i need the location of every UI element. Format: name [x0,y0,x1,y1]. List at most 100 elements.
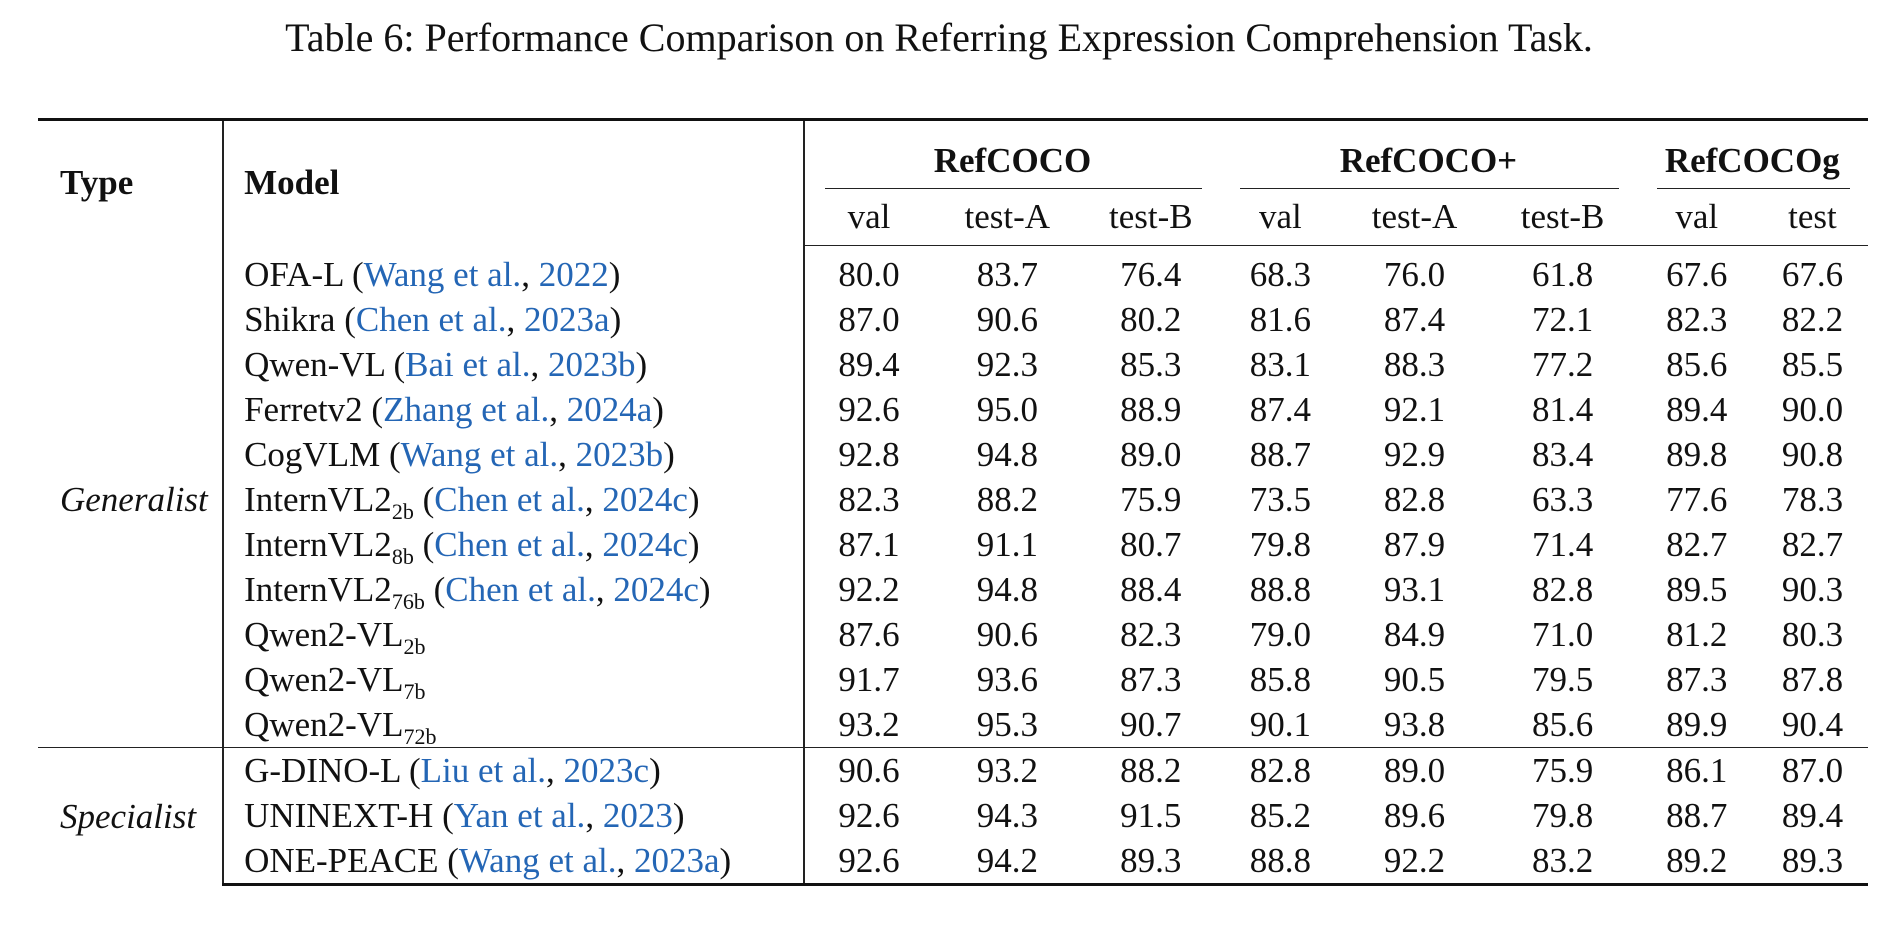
header-row-splits: val test-A test-B val test-A test-B val … [38,189,1868,246]
score-cell: 89.5 [1666,570,1728,609]
split-header: test [1756,189,1868,246]
citation-year: 2023b [547,345,636,384]
score-cell: 88.3 [1383,345,1446,384]
score-cell: 82.8 [1383,480,1446,519]
table-row: Qwen-VL (Bai et al., 2023b) 89.4 92.3 85.3 8… [38,342,1868,387]
model-name-text: Ferretv2 [244,390,363,429]
split-header: val [802,189,934,246]
group-header-refcoco-plus: RefCOCO+ [1220,118,1637,190]
table-row: Shikra (Chen et al., 2023a) 87.0 90.6 80.2 8… [38,297,1868,342]
score-cell: 89.4 [802,342,934,387]
score-cell: 75.9 [1488,747,1637,793]
model-name-text: Qwen2-VL [244,705,404,744]
model-size-subscript: 72b [403,724,437,749]
model-header: Model [222,118,804,246]
score-cell: 88.9 [1120,390,1182,429]
score-cell: 90.6 [976,300,1038,339]
model-name: ONE-PEACE (Wang et al., 2023a) [222,838,804,886]
score-cell: 92.3 [976,345,1038,384]
score-cell: 85.6 [1666,345,1728,384]
citation-year: 2023a [524,300,610,339]
model-name: UNINEXT-H (Yan et al., 2023) [222,793,804,838]
model-size-subscript: 7b [403,679,426,704]
score-cell: 88.7 [1249,435,1311,474]
score-cell: 83.1 [1249,345,1311,384]
header-row-groups: Type Model RefCOCO RefCOCO+ RefCOCOg [38,118,1868,246]
score-cell: 91.1 [976,525,1038,564]
score-cell: 92.6 [802,387,934,432]
citation-year: 2024c [602,525,688,564]
score-cell: 88.8 [1220,838,1341,886]
score-cell: 63.3 [1531,480,1594,519]
table-row: Qwen2-VL2b 87.6 90.6 82.3 79.0 84.9 71.0 81.2 80… [38,612,1868,659]
type-label: Generalist [60,479,208,519]
model-name: Qwen2-VL7b [222,657,804,704]
score-cell: 90.3 [1781,570,1844,609]
model-size-subscript: 2b [403,634,426,659]
score-cell: 83.2 [1488,838,1637,886]
model-name: CogVLM (Wang et al., 2023b) [222,432,804,477]
score-cell: 79.5 [1531,660,1594,699]
model-name-text: Shikra [244,300,336,339]
score-cell: 67.6 [1781,255,1844,294]
citation-author: Wang et al. [400,435,559,474]
score-cell: 90.1 [1249,705,1311,744]
score-cell: 92.2 [1340,838,1489,886]
model-name-text: G-DINO-L [244,751,401,790]
model-size-subscript: 2b [391,499,414,524]
score-cell: 84.9 [1383,615,1446,654]
model-name: Ferretv2 (Zhang et al., 2024a) [222,387,804,432]
split-header: val [1636,189,1757,246]
model-name: G-DINO-L (Liu et al., 2023c) [222,747,804,793]
citation-year: 2023 [602,796,673,835]
score-cell: 87.1 [802,522,934,567]
score-cell: 94.2 [933,838,1082,886]
score-cell: 87.0 [802,297,934,342]
table-row: Ferretv2 (Zhang et al., 2024a) 92.6 95.0 88… [38,387,1868,432]
score-cell: 71.4 [1531,525,1594,564]
score-cell: 61.8 [1531,255,1594,294]
score-cell: 88.7 [1666,796,1728,835]
score-cell: 82.3 [802,477,934,522]
model-name: Qwen2-VL72b [222,702,804,749]
group-header-refcocog: RefCOCOg [1636,118,1868,190]
citation-author: Chen et al. [355,300,507,339]
score-cell: 86.1 [1636,747,1757,793]
table-row: CogVLM (Wang et al., 2023b) 92.8 94.8 89.0 8… [38,432,1868,477]
table-row: InternVL22b (Chen et al., 2024c) 82.3 88.2… [38,477,1868,524]
citation-year: 2023a [633,841,720,880]
score-cell: 85.2 [1249,796,1311,835]
table-row: Qwen2-VL72b 93.2 95.3 90.7 90.1 93.8 85.6 89.9 9… [38,702,1868,748]
score-cell: 75.9 [1120,480,1182,519]
model-name: Qwen2-VL2b [222,612,804,659]
score-cell: 93.6 [976,660,1038,699]
model-name-text: Qwen-VL [244,345,385,384]
score-cell: 87.4 [1249,390,1311,429]
model-size-subscript: 76b [391,589,425,614]
model-name: InternVL22b (Chen et al., 2024c) [222,477,804,524]
score-cell: 82.3 [1120,615,1182,654]
table-row: InternVL276b (Chen et al., 2024c) 92.2 94.… [38,567,1868,614]
score-cell: 89.2 [1636,838,1757,886]
model-name-text: InternVL2 [244,480,392,519]
score-cell: 80.0 [802,245,934,297]
model-size-subscript: 8b [391,544,414,569]
score-cell: 67.6 [1666,255,1728,294]
score-cell: 77.2 [1531,345,1594,384]
citation-author: Chen et al. [434,480,585,519]
score-cell: 87.9 [1383,525,1446,564]
citation-author: Wang et al. [458,841,617,880]
score-cell: 82.8 [1220,747,1341,793]
score-cell: 94.8 [976,435,1038,474]
citation-year: 2022 [538,254,609,294]
score-cell: 90.6 [976,615,1038,654]
split-header: val [1220,189,1341,246]
score-cell: 80.3 [1781,615,1844,654]
split-header: test-A [933,189,1082,246]
group-header-refcoco: RefCOCO [802,118,1221,190]
model-name-text: CogVLM [244,435,381,474]
score-cell: 95.0 [976,390,1038,429]
score-cell: 93.2 [933,747,1082,793]
score-cell: 89.0 [1120,435,1182,474]
score-cell: 87.0 [1756,747,1868,793]
